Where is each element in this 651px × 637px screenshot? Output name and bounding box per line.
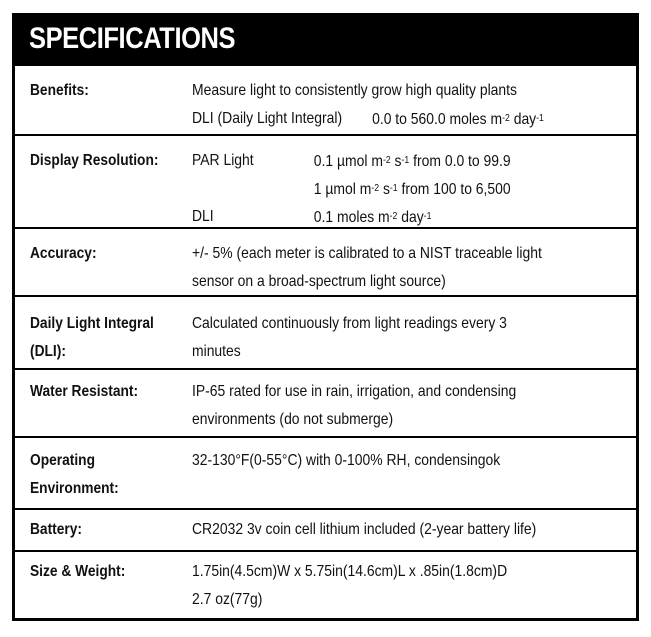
value: Calculated continuously from light readi… [192, 310, 507, 366]
value: CR2032 3v coin cell lithium included (2-… [192, 516, 536, 544]
value: 32-130°F(0-55°C) with 0-100% RH, condens… [192, 447, 500, 475]
row-size-weight: Size & Weight: 1.75in(4.5cm)W x 5.75in(1… [15, 552, 636, 618]
value-line: +/- 5% (each meter is calibrated to a NI… [192, 245, 542, 262]
label: Daily Light Integral (DLI): [30, 315, 154, 360]
row-dli: Daily Light Integral (DLI): Calculated co… [15, 297, 636, 370]
value-line: 1.75in(4.5cm)W x 5.75in(14.6cm)L x .85in… [192, 563, 508, 580]
par-res-2: 1 µmol m-2 s-1 from 100 to 6,500 [313, 181, 511, 198]
par-res-1: 0.1 µmol m-2 s-1 from 0.0 to 99.9 [313, 153, 511, 170]
value-line: CR2032 3v coin cell lithium included (2-… [192, 521, 537, 538]
row-display-resolution: Display Resolution: PAR Light 0.1 µmol m… [15, 136, 636, 229]
label: Benefits: [30, 82, 89, 99]
value: PAR Light 0.1 µmol m-2 s-1 from 0.0 to 9… [192, 147, 511, 231]
row-benefits: Benefits: Measure light to consistently … [15, 66, 636, 136]
value-line: DLI 0.1 moles m-2 day-1 [192, 203, 431, 231]
header-title: SPECIFICATIONS [29, 22, 236, 55]
value: +/- 5% (each meter is calibrated to a NI… [192, 240, 542, 296]
value-line: DLI (Daily Light Integral) 0.0 to 560.0 … [192, 105, 544, 133]
label: Display Resolution: [30, 152, 159, 169]
dli-label: DLI (Daily Light Integral) [192, 110, 343, 127]
dli-range: 0.0 to 560.0 moles m-2 day-1 [372, 111, 544, 128]
row-accuracy: Accuracy: +/- 5% (each meter is calibrat… [15, 229, 636, 297]
value-line: IP-65 rated for use in rain, irrigation,… [192, 383, 517, 400]
label: Battery: [30, 521, 83, 538]
value-line: sensor on a broad-spectrum light source) [192, 273, 446, 290]
value-line: minutes [192, 343, 241, 360]
specifications-header: SPECIFICATIONS [12, 13, 639, 66]
value-line: Measure light to consistently grow high … [192, 82, 517, 99]
value: Measure light to consistently grow high … [192, 77, 544, 133]
dli-label: DLI [192, 208, 214, 225]
value-line: Calculated continuously from light readi… [192, 315, 507, 332]
label: Accuracy: [30, 245, 97, 262]
value-line: PAR Light 0.1 µmol m-2 s-1 from 0.0 to 9… [192, 147, 511, 175]
label: Water Resistant: [30, 383, 139, 400]
value: 1.75in(4.5cm)W x 5.75in(14.6cm)L x .85in… [192, 558, 507, 614]
value-line: environments (do not submerge) [192, 411, 394, 428]
label: Size & Weight: [30, 563, 126, 580]
row-water-resistant: Water Resistant: IP-65 rated for use in … [15, 370, 636, 438]
value: IP-65 rated for use in rain, irrigation,… [192, 378, 516, 434]
par-label: PAR Light [192, 152, 254, 169]
row-operating-environment: Operating Environment: 32-130°F(0-55°C) w… [15, 438, 636, 510]
value-line: 32-130°F(0-55°C) with 0-100% RH, condens… [192, 452, 501, 469]
dli-res: 0.1 moles m-2 day-1 [313, 209, 432, 226]
row-battery: Battery: CR2032 3v coin cell lithium inc… [15, 510, 636, 552]
label: Operating Environment: [30, 452, 119, 497]
value-line: 2.7 oz(77g) [192, 591, 263, 608]
value-line: 1 µmol m-2 s-1 from 100 to 6,500 [192, 175, 511, 203]
specifications-table: Benefits: Measure light to consistently … [12, 13, 639, 621]
